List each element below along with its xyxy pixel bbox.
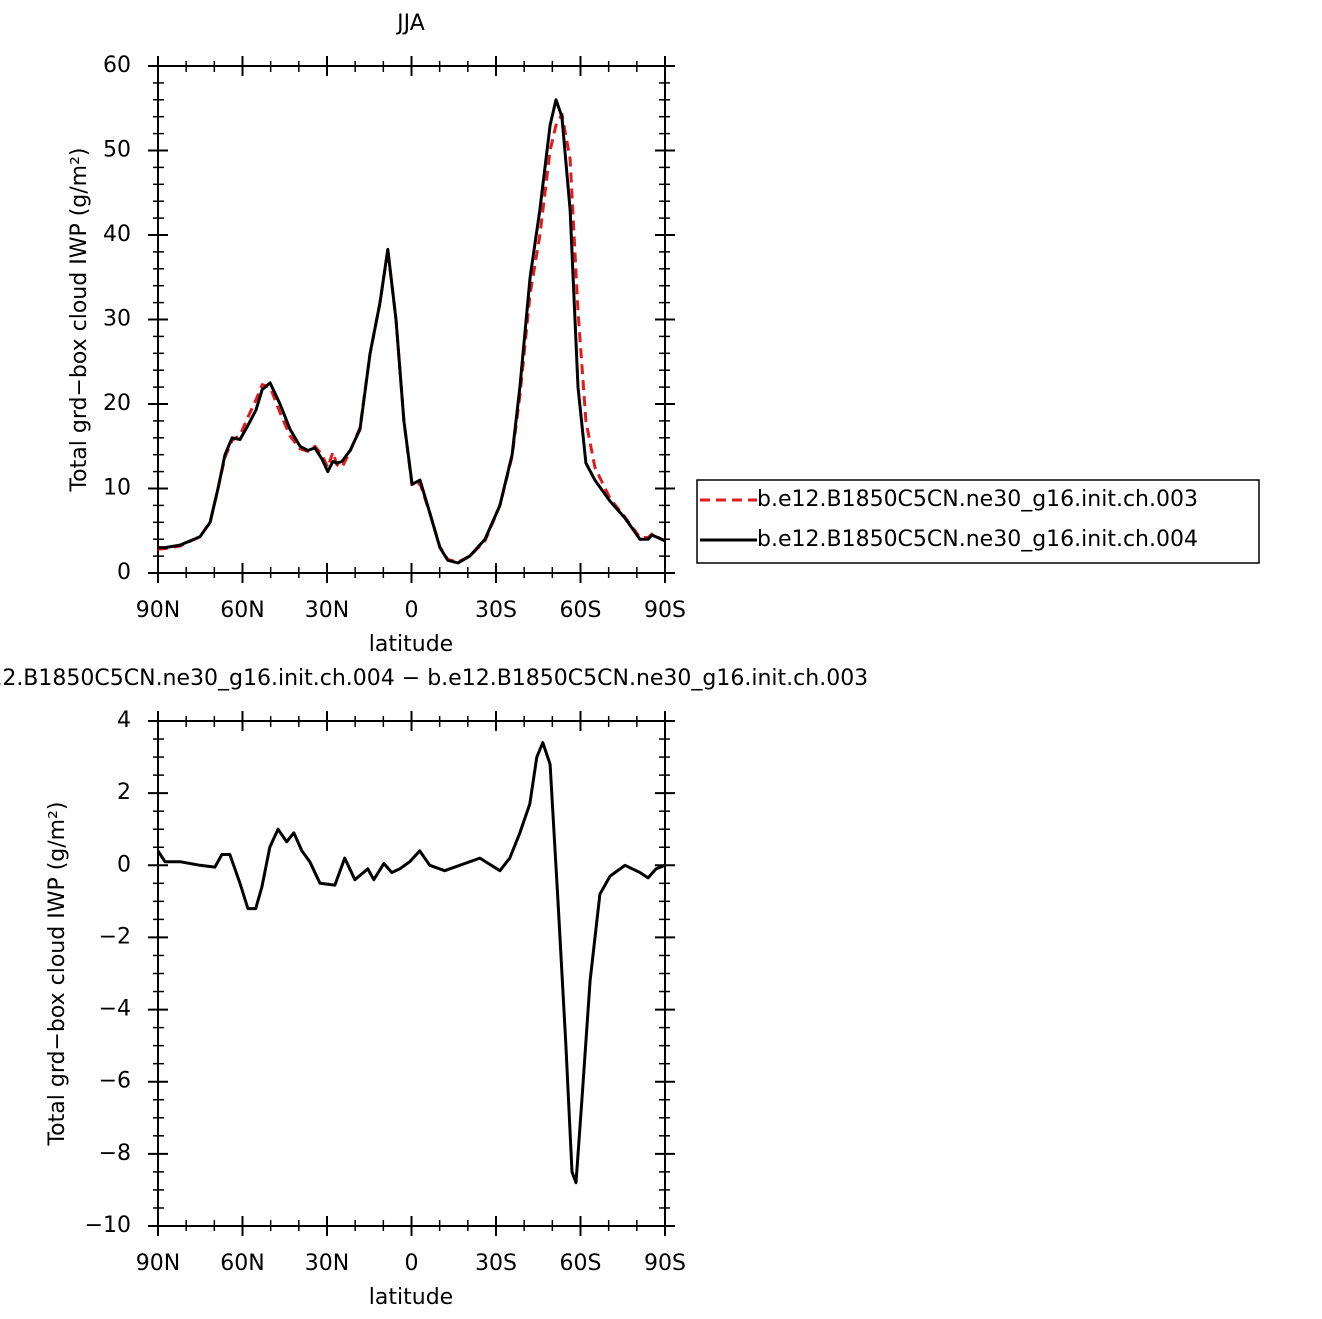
x-tick-label: 30S — [475, 598, 517, 623]
y-tick-label: 20 — [103, 391, 131, 416]
x-tick-label: 60S — [560, 1251, 602, 1276]
data-line — [157, 112, 666, 564]
x-tick-label: 60S — [560, 598, 602, 623]
x-axis-label: latitude — [369, 632, 453, 657]
plot-frame — [157, 720, 666, 1227]
x-tick-label: 90S — [644, 598, 686, 623]
legend-label: b.e12.B1850C5CN.ne30_g16.init.ch.004 — [757, 527, 1198, 552]
y-tick-label: 50 — [103, 138, 131, 163]
y-tick-label: 30 — [103, 307, 131, 332]
x-tick-label: 30S — [475, 1251, 517, 1276]
x-tick-label: 90N — [136, 598, 180, 623]
y-axis-label: Total grd−box cloud IWP (g/m²) — [67, 147, 92, 492]
legend-label: b.e12.B1850C5CN.ne30_g16.init.ch.003 — [757, 487, 1198, 512]
x-tick-label: 0 — [405, 1251, 419, 1276]
legend-box — [696, 479, 1260, 564]
y-tick-label: 10 — [103, 476, 131, 501]
y-tick-label: −4 — [99, 997, 131, 1022]
x-tick-label: 60N — [220, 1251, 264, 1276]
y-tick-label: 0 — [117, 560, 131, 585]
x-tick-label: 0 — [405, 598, 419, 623]
x-tick-label: 30N — [305, 1251, 349, 1276]
y-tick-label: −8 — [99, 1141, 131, 1166]
y-tick-label: 60 — [103, 53, 131, 78]
x-axis-label: latitude — [369, 1285, 453, 1310]
y-axis-label: Total grd−box cloud IWP (g/m²) — [45, 801, 70, 1146]
x-tick-label: 60N — [220, 598, 264, 623]
y-tick-label: −2 — [99, 924, 131, 949]
x-tick-label: 90N — [136, 1251, 180, 1276]
y-tick-label: 40 — [103, 222, 131, 247]
y-tick-label: −6 — [99, 1069, 131, 1094]
data-line — [158, 98, 666, 565]
plot-frame — [157, 65, 666, 574]
y-tick-label: −10 — [85, 1213, 131, 1238]
y-tick-label: 2 — [117, 780, 131, 805]
x-tick-label: 90S — [644, 1251, 686, 1276]
data-line — [156, 741, 666, 1185]
y-tick-label: 0 — [117, 852, 131, 877]
chart-title: b.e12.B1850C5CN.ne30_g16.init.ch.004 − b… — [0, 666, 868, 691]
chart-title: JJA — [395, 11, 425, 36]
y-tick-label: 4 — [117, 708, 131, 733]
x-tick-label: 30N — [305, 598, 349, 623]
